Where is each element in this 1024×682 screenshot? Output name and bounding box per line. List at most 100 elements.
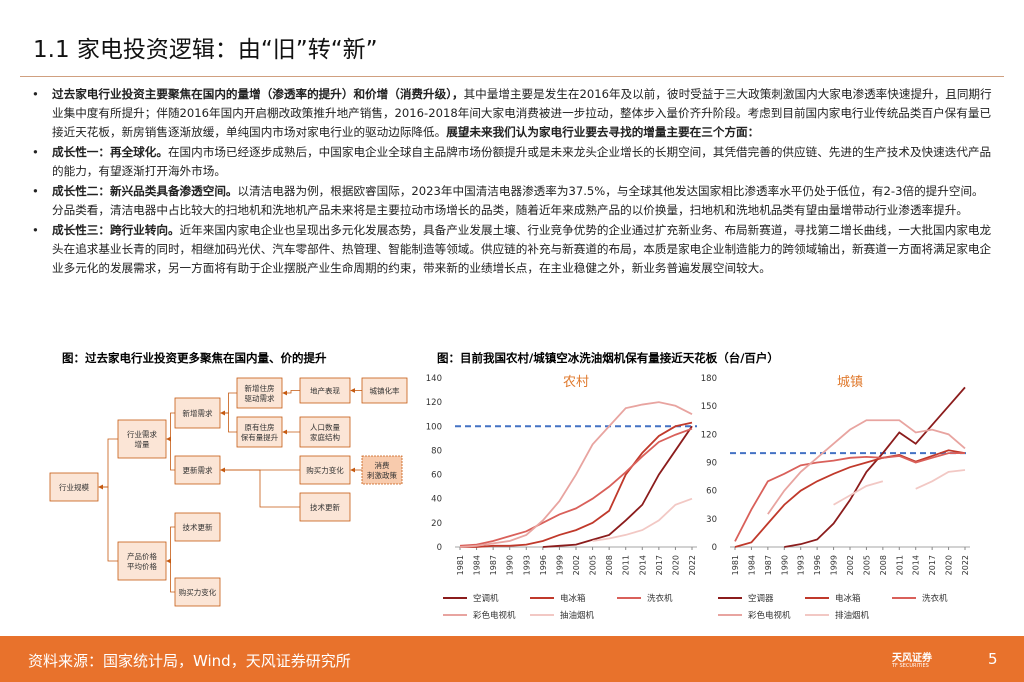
diagram-node <box>299 416 351 448</box>
series-line <box>542 425 693 548</box>
node-label: 行业规模 <box>59 482 89 492</box>
node-label: 新增住房 <box>245 383 275 393</box>
bullet-text: 过去家电行业投资主要聚焦在国内的量增（渗透率的提升）和价增（消费升级）， <box>52 87 464 101</box>
x-tick-label: 2011 <box>622 555 631 575</box>
series-line <box>592 497 693 542</box>
x-tick-label: 1984 <box>747 555 756 575</box>
bullet-text: 其中量增主要是发生在2016年及以前，彼时受益于三大政策刺激国内大家电渗透率快速… <box>52 87 992 139</box>
x-tick-label: 2008 <box>879 555 888 575</box>
x-tick-label: 2014 <box>912 555 921 575</box>
series-line <box>833 469 966 506</box>
x-tick-label: 1996 <box>539 555 548 575</box>
x-tick-label: 2005 <box>589 555 598 575</box>
diagram-node <box>236 377 283 409</box>
connector <box>220 410 237 433</box>
x-tick-label: 1993 <box>522 555 531 575</box>
figure-title: 图：目前我国农村/城镇空冰洗油烟机保有量接近天花板（台/百户） <box>437 351 779 365</box>
x-tick-label: 2020 <box>671 555 680 575</box>
connector <box>166 436 175 471</box>
legend-label: 空调器 <box>748 593 774 604</box>
chart-title: 城镇 <box>837 375 863 390</box>
y-tick-label: 120 <box>701 430 717 440</box>
node-label: 保有量提升 <box>241 432 279 442</box>
y-tick-label: 40 <box>431 495 442 505</box>
diagram-node <box>174 397 221 429</box>
title-rule <box>20 76 1004 77</box>
diagram-node <box>236 416 283 448</box>
legend-label: 抽油烟机 <box>560 610 595 621</box>
diagram-node <box>299 377 351 404</box>
y-tick-label: 20 <box>431 519 442 529</box>
legend-label: 电冰箱 <box>835 593 861 604</box>
y-tick-label: 150 <box>701 402 717 412</box>
node-label: 地产表现 <box>310 386 340 396</box>
connector <box>220 467 300 508</box>
series-line <box>459 427 693 547</box>
node-label: 刺激政策 <box>367 470 397 480</box>
node-label: 驱动需求 <box>245 393 275 403</box>
x-tick-label: 2002 <box>572 555 581 575</box>
node-label: 原有住房 <box>245 422 275 432</box>
x-tick-label: 2005 <box>862 555 871 575</box>
series-line <box>767 419 966 515</box>
y-tick-label: 100 <box>426 422 442 432</box>
series-line <box>734 449 966 548</box>
connector <box>98 438 118 490</box>
legend-label: 电冰箱 <box>560 593 586 604</box>
node-label: 购买力变化 <box>179 587 217 597</box>
x-tick-label: 1990 <box>506 555 515 575</box>
node-label: 产品价格 <box>127 551 157 561</box>
bullet: 成长性一：再全球化。在国内市场已经逐步成熟后，中国家电企业全球自主品牌市场份额提… <box>30 143 995 181</box>
bullet-list: 过去家电行业投资主要聚焦在国内的量增（渗透率的提升）和价增（消费升级），其中量增… <box>30 85 995 279</box>
y-tick-label: 180 <box>701 374 717 384</box>
page-number: 5 <box>988 650 998 668</box>
diagram-node <box>361 455 403 485</box>
series-line <box>734 452 965 542</box>
y-tick-label: 30 <box>706 515 717 525</box>
diagram-node <box>117 541 167 581</box>
bullet: 成长性二：新兴品类具备渗透空间。以清洁电器为例，根据欧睿国际，2023年中国清洁… <box>30 182 995 220</box>
x-tick-label: 2020 <box>945 555 954 575</box>
node-label: 技术更新 <box>310 502 340 512</box>
node-label: 增量 <box>135 439 150 449</box>
y-tick-label: 0 <box>712 543 717 553</box>
x-tick-label: 2014 <box>638 555 647 575</box>
node-label: 购买力变化 <box>306 465 344 475</box>
connector <box>98 484 118 562</box>
y-tick-label: 90 <box>706 459 717 469</box>
legend-label: 彩色电视机 <box>748 610 791 621</box>
x-tick-label: 1993 <box>797 555 806 575</box>
node-label: 行业需求 <box>127 429 157 439</box>
source-note: 资料来源：国家统计局，Wind，天风证券研究所 <box>28 652 351 670</box>
x-tick-label: 1990 <box>780 555 789 575</box>
bullet-text: 在国内市场已经逐步成熟后，中国家电企业全球自主品牌市场份额提升或是未来龙头企业增… <box>52 145 992 178</box>
node-label: 平均价格 <box>127 561 157 571</box>
diagram-node <box>174 577 221 607</box>
bullet: 过去家电行业投资主要聚焦在国内的量增（渗透率的提升）和价增（消费升级），其中量增… <box>30 85 995 142</box>
diagram-node <box>117 419 167 459</box>
connector <box>166 558 175 593</box>
x-tick-label: 2008 <box>605 555 614 575</box>
diagram-node <box>299 455 351 485</box>
x-tick-label: 2022 <box>688 555 697 575</box>
logo: 天风证券 <box>892 653 932 664</box>
logo-sub: TF SECURITIES <box>892 663 929 669</box>
diagram-node <box>174 455 221 485</box>
series-line <box>784 386 966 548</box>
chart-title: 农村 <box>563 375 589 390</box>
diagram-node <box>49 472 99 502</box>
y-tick-label: 140 <box>426 374 442 384</box>
legend-label: 洗衣机 <box>922 593 948 604</box>
y-tick-label: 60 <box>431 471 442 481</box>
y-tick-label: 0 <box>437 543 442 553</box>
bullet-text: 成长性二：新兴品类具备渗透空间。 <box>52 184 238 198</box>
bullet-text: 以清洁电器为例，根据欧睿国际，2023年中国清洁电器渗透率为37.5%，与全球其… <box>52 184 984 217</box>
connector <box>220 392 237 416</box>
legend-label: 彩色电视机 <box>473 610 516 621</box>
x-tick-label: 1987 <box>764 555 773 575</box>
x-tick-label: 1999 <box>830 555 839 575</box>
node-label: 消费 <box>375 460 390 470</box>
footer-band <box>0 636 1024 682</box>
node-label: 城镇化率 <box>370 386 400 396</box>
x-tick-label: 2017 <box>655 555 664 575</box>
